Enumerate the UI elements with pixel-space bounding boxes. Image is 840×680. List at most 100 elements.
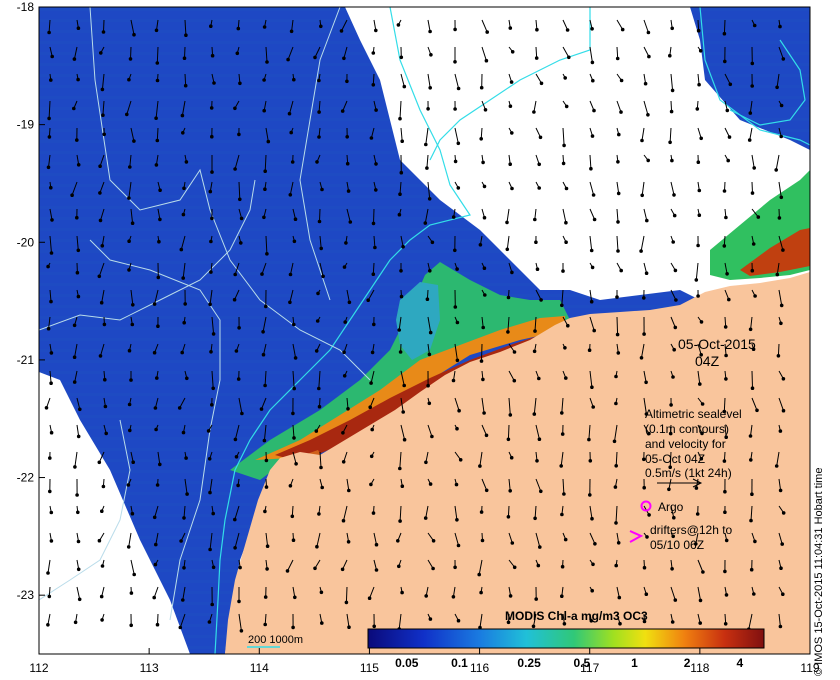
velocity-vector-head <box>774 168 779 172</box>
velocity-vector <box>778 478 782 491</box>
velocity-vector-head <box>49 351 54 355</box>
velocity-vector-head <box>264 485 269 489</box>
velocity-vector <box>750 424 753 437</box>
velocity-vector-head <box>695 512 700 516</box>
velocity-vector <box>778 235 784 251</box>
velocity-vector <box>400 235 404 247</box>
velocity-vector-head <box>371 51 376 55</box>
velocity-vector-head <box>781 592 785 597</box>
velocity-vector-head <box>49 185 53 190</box>
scale-arrow-head <box>692 478 703 488</box>
velocity-vector-head <box>207 620 212 624</box>
velocity-vector-head <box>97 538 102 543</box>
velocity-vector-head <box>672 213 677 218</box>
velocity-vector-head <box>155 376 159 380</box>
velocity-vector-head <box>47 594 52 599</box>
velocity-vector-head <box>181 598 185 602</box>
velocity-vector-head <box>400 484 405 489</box>
velocity-vector-head <box>209 24 213 29</box>
velocity-vector-head <box>778 488 783 493</box>
velocity-vector-head <box>209 106 214 110</box>
velocity-vector-head <box>699 320 704 324</box>
drifters-label: 05/10 06Z <box>650 538 704 552</box>
velocity-vector-head <box>292 239 297 244</box>
velocity-vector-head <box>101 113 105 117</box>
velocity-vector-head <box>589 248 594 253</box>
colorbar-tick-label: 0.25 <box>517 656 541 670</box>
velocity-vector-head <box>341 460 346 464</box>
velocity-vector <box>156 127 159 141</box>
velocity-vector-head <box>508 26 513 30</box>
velocity-vector <box>76 397 81 410</box>
velocity-vector-head <box>44 406 49 410</box>
velocity-vector <box>481 397 485 414</box>
velocity-vector-head <box>178 625 183 630</box>
velocity-vector-head <box>453 107 457 111</box>
velocity-vector-head <box>398 350 403 354</box>
velocity-vector-head <box>724 377 728 381</box>
velocity-vector-head <box>233 106 237 111</box>
velocity-vector <box>535 532 541 548</box>
velocity-vector-head <box>426 383 430 388</box>
velocity-vector-head <box>293 356 298 360</box>
velocity-vector-head <box>724 215 728 220</box>
velocity-vector-head <box>396 539 400 543</box>
velocity-vector-head <box>728 82 733 87</box>
velocity-vector-head <box>457 408 461 413</box>
velocity-vector-head <box>750 191 755 195</box>
velocity-vector <box>670 505 675 518</box>
velocity-vector-head <box>78 407 82 412</box>
velocity-vector-head <box>612 439 617 444</box>
velocity-vector-head <box>238 197 242 202</box>
velocity-vector-head <box>101 484 106 489</box>
velocity-vector <box>49 370 52 384</box>
velocity-vector <box>319 451 322 468</box>
velocity-vector-head <box>49 381 53 386</box>
velocity-vector-head <box>210 134 214 139</box>
velocity-vector-head <box>317 78 321 83</box>
velocity-vector-head <box>209 270 213 274</box>
velocity-vector-head <box>539 489 543 494</box>
velocity-vector-head <box>615 332 620 337</box>
velocity-vector <box>346 613 350 628</box>
velocity-vector <box>398 316 402 331</box>
velocity-vector-head <box>126 545 131 549</box>
velocity-vector <box>264 154 267 172</box>
velocity-vector-head <box>700 431 704 436</box>
velocity-vector-head <box>566 323 570 328</box>
velocity-vector-head <box>506 620 511 625</box>
velocity-vector-head <box>259 407 264 411</box>
velocity-vector-head <box>372 322 376 327</box>
velocity-vector-head <box>723 510 727 515</box>
date-label: 05-Oct-2015 <box>678 336 756 352</box>
velocity-vector-head <box>590 385 594 390</box>
velocity-vector-head <box>367 596 372 601</box>
legend-line: Altimetric sealevel <box>645 407 742 421</box>
velocity-vector <box>643 19 649 33</box>
velocity-vector-head <box>668 140 672 145</box>
velocity-vector-head <box>263 187 267 191</box>
velocity-vector-head <box>98 354 103 358</box>
velocity-vector-head <box>701 570 705 574</box>
velocity-vector-head <box>317 386 321 391</box>
velocity-vector-head <box>292 436 296 440</box>
velocity-vector-head <box>132 139 136 143</box>
velocity-vector-head <box>781 248 785 252</box>
velocity-vector-head <box>315 544 319 549</box>
velocity-vector-head <box>508 489 513 493</box>
velocity-vector-head <box>510 541 515 545</box>
velocity-vector-head <box>236 377 241 381</box>
velocity-vector-head <box>128 57 133 61</box>
velocity-vector <box>750 316 753 330</box>
velocity-vector-head <box>154 116 158 120</box>
velocity-vector <box>616 586 620 598</box>
velocity-vector-head <box>506 437 511 442</box>
velocity-vector-head <box>314 349 319 353</box>
velocity-vector-head <box>262 215 266 220</box>
velocity-vector <box>534 505 537 519</box>
velocity-vector-head <box>315 160 319 164</box>
velocity-vector-head <box>455 320 460 325</box>
velocity-vector-head <box>131 303 135 307</box>
velocity-vector-head <box>424 142 428 147</box>
